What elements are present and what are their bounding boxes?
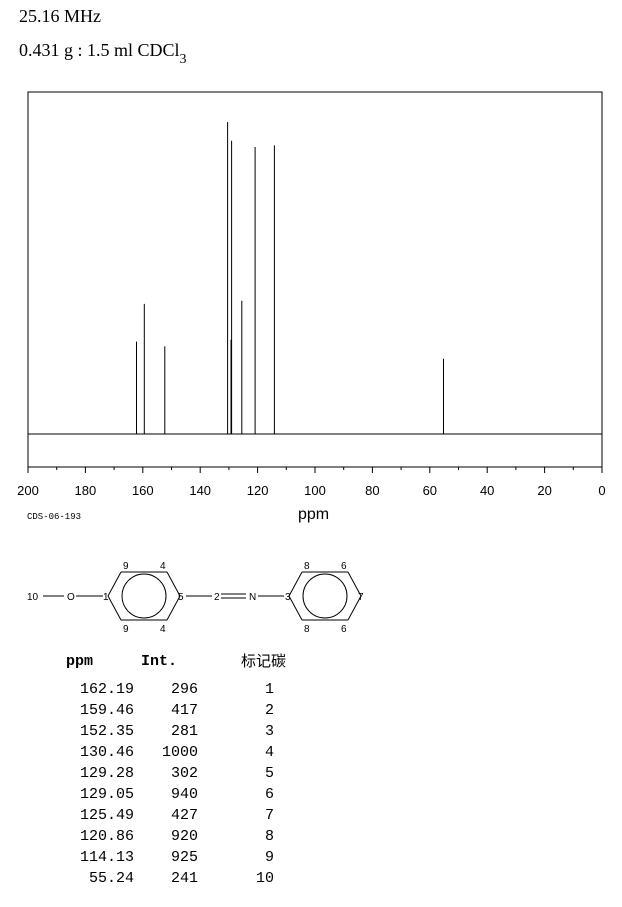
- ring-a-bond-ur: [166, 571, 181, 597]
- label-carbon-6-top: 6: [341, 561, 347, 572]
- cell-int: 427: [170, 807, 198, 824]
- ring-a-bond-lr: [166, 595, 181, 621]
- cell-assign: 4: [264, 744, 274, 761]
- cell-ppm: 130.46: [79, 744, 134, 761]
- spectrometer-frequency: 25.16 MHz: [19, 6, 101, 26]
- cell-int: 296: [170, 681, 198, 698]
- cell-assign: 9: [264, 849, 274, 866]
- cell-ppm: 55.24: [88, 870, 134, 887]
- x-tick-label-200: 200: [17, 483, 39, 498]
- x-tick-label-100: 100: [304, 483, 326, 498]
- chemical-structure: 10 O 1 9 9 4 4 5 2 N 3 8 8 6 6 7: [27, 561, 364, 635]
- ring-b-bond-lr: [347, 595, 362, 621]
- cell-int: 281: [170, 723, 198, 740]
- cell-ppm: 120.86: [79, 828, 134, 845]
- ring-b-bond-ll: [288, 595, 303, 621]
- label-carbon-7: 7: [358, 592, 364, 603]
- cell-int: 241: [170, 870, 198, 887]
- sample-conditions: 0.431 g : 1.5 ml CDCl3: [19, 40, 187, 67]
- table-row: 129.28 302 5: [66, 763, 286, 784]
- cell-ppm: 152.35: [79, 723, 134, 740]
- label-carbon-3: 3: [285, 592, 291, 603]
- ring-a-aromatic-circle: [121, 573, 167, 619]
- x-axis-label: ppm: [298, 506, 330, 523]
- x-tick-label-0: 0: [598, 483, 605, 498]
- peaks-layer: [136, 122, 444, 434]
- x-axis-ticks: 200 180 160 140 120 100 80 60 40 20 0: [17, 467, 606, 498]
- cell-int: 920: [170, 828, 198, 845]
- ring-b-bond-ul: [288, 571, 303, 597]
- x-tick-label-80: 80: [365, 483, 379, 498]
- label-carbon-10: 10: [27, 592, 39, 603]
- x-tick-label-160: 160: [132, 483, 154, 498]
- cell-ppm: 159.46: [79, 702, 134, 719]
- table-row: 114.13 925 9: [66, 847, 286, 868]
- x-tick-label-40: 40: [480, 483, 494, 498]
- peak-table-header: ppm Int. 标记碳: [66, 651, 286, 679]
- spectrum-code: CDS-06-193: [27, 512, 82, 522]
- cell-assign: 3: [264, 723, 274, 740]
- table-row: 130.46 1000 4: [66, 742, 286, 763]
- cell-ppm: 129.28: [79, 765, 134, 782]
- cell-int: 1000: [161, 744, 198, 761]
- table-row: 129.05 940 6: [66, 784, 286, 805]
- label-carbon-6-bottom: 6: [341, 624, 347, 635]
- x-tick-label-140: 140: [189, 483, 211, 498]
- sample-text: 0.431 g : 1.5 ml CDCl: [19, 40, 180, 60]
- label-oxygen: O: [67, 592, 75, 603]
- cell-ppm: 162.19: [79, 681, 134, 698]
- table-row: 120.86 920 8: [66, 826, 286, 847]
- header-intensity: Int.: [140, 653, 177, 670]
- x-tick-label-120: 120: [247, 483, 269, 498]
- cell-int: 940: [170, 786, 198, 803]
- table-row: 55.24 241 10: [66, 868, 286, 889]
- ring-b-bond-ur: [347, 571, 362, 597]
- cell-assign: 8: [264, 828, 274, 845]
- cell-assign: 10: [255, 870, 274, 887]
- header-ppm: ppm: [66, 653, 94, 670]
- cell-ppm: 114.13: [79, 849, 134, 866]
- cell-ppm: 125.49: [79, 807, 134, 824]
- cell-assign: 2: [264, 702, 274, 719]
- ring-a-bond-ll: [107, 595, 122, 621]
- label-carbon-9-top: 9: [123, 561, 129, 572]
- label-carbon-2: 2: [214, 592, 220, 603]
- cell-int: 417: [170, 702, 198, 719]
- sample-subscript: 3: [179, 51, 187, 67]
- x-tick-label-60: 60: [423, 483, 437, 498]
- cell-assign: 1: [264, 681, 274, 698]
- ring-a-bond-ul: [107, 571, 122, 597]
- table-row: 152.35 281 3: [66, 721, 286, 742]
- cell-int: 302: [170, 765, 198, 782]
- cell-assign: 6: [264, 786, 274, 803]
- label-carbon-4-top: 4: [160, 561, 166, 572]
- label-carbon-8-top: 8: [304, 561, 310, 572]
- label-nitrogen: N: [249, 592, 256, 603]
- peak-table: ppm Int. 标记碳 162.19 296 1 159.46 417 2 152.3…: [66, 651, 286, 889]
- nmr-spectrum-chart: 200 180 160 140 120 100 80 60 40 20 0: [17, 91, 606, 498]
- cell-assign: 5: [264, 765, 274, 782]
- table-row: 125.49 427 7: [66, 805, 286, 826]
- header-assignment: 标记碳: [240, 652, 286, 670]
- label-carbon-1: 1: [103, 592, 109, 603]
- label-carbon-9-bottom: 9: [123, 624, 129, 635]
- label-carbon-5: 5: [178, 592, 184, 603]
- label-carbon-8-bottom: 8: [304, 624, 310, 635]
- cell-assign: 7: [264, 807, 274, 824]
- table-row: 159.46 417 2: [66, 700, 286, 721]
- table-row: 162.19 296 1: [66, 679, 286, 700]
- label-carbon-4-bottom: 4: [160, 624, 166, 635]
- x-tick-label-20: 20: [537, 483, 551, 498]
- cell-ppm: 129.05: [79, 786, 134, 803]
- ring-b-aromatic-circle: [302, 573, 348, 619]
- cell-int: 925: [170, 849, 198, 866]
- x-tick-label-180: 180: [75, 483, 97, 498]
